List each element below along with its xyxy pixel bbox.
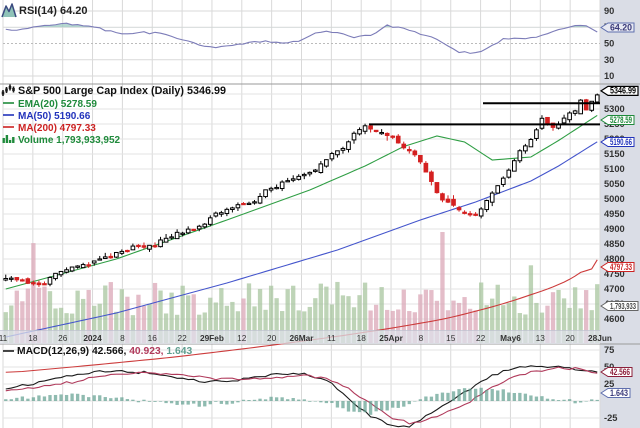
svg-text:11: 11	[0, 333, 8, 343]
svg-text:22: 22	[177, 333, 187, 343]
svg-text:26: 26	[58, 333, 68, 343]
svg-text:20: 20	[566, 333, 576, 343]
svg-text:5050: 5050	[604, 179, 625, 189]
svg-text:18: 18	[28, 333, 38, 343]
svg-text:May6: May6	[500, 333, 521, 343]
svg-text:4850: 4850	[604, 239, 625, 249]
svg-text:5278.59: 5278.59	[610, 115, 632, 125]
svg-text:4950: 4950	[604, 209, 625, 219]
svg-text:30: 30	[604, 55, 614, 65]
svg-text:75: 75	[604, 345, 614, 355]
svg-text:5150: 5150	[604, 149, 625, 159]
svg-text:EMA(20) 5278.59: EMA(20) 5278.59	[18, 99, 97, 110]
svg-text:5346.99: 5346.99	[610, 86, 636, 96]
svg-text:4700: 4700	[604, 284, 625, 294]
svg-text:10: 10	[604, 71, 614, 81]
svg-text:29Feb: 29Feb	[200, 333, 224, 343]
svg-text:64.20: 64.20	[610, 22, 632, 32]
svg-text:8: 8	[120, 333, 125, 343]
svg-text:26Mar: 26Mar	[290, 333, 315, 343]
svg-text:28Jun: 28Jun	[588, 333, 612, 343]
svg-text:22: 22	[476, 333, 486, 343]
svg-text:MA(200) 4797.33: MA(200) 4797.33	[18, 123, 96, 134]
svg-text:18: 18	[357, 333, 367, 343]
svg-text:15: 15	[446, 333, 456, 343]
svg-text:42.566: 42.566	[610, 367, 630, 377]
svg-text:90: 90	[604, 6, 614, 16]
svg-text:25Apr: 25Apr	[379, 333, 403, 343]
svg-text:MA(50) 5190.66: MA(50) 5190.66	[18, 111, 91, 122]
svg-text:11: 11	[327, 333, 336, 343]
svg-text:16: 16	[148, 333, 158, 343]
svg-text:1.643: 1.643	[610, 388, 628, 398]
svg-text:RSI(14) 64.20: RSI(14) 64.20	[19, 5, 87, 17]
svg-text:5300: 5300	[604, 104, 625, 114]
svg-text:8: 8	[419, 333, 424, 343]
svg-text:20: 20	[267, 333, 277, 343]
svg-text:MACD(12,26,9) 42.566, 40.923,: MACD(12,26,9) 42.566, 40.923, 1.643	[17, 346, 192, 357]
svg-text:Volume 1,793,933,952: Volume 1,793,933,952	[18, 135, 121, 146]
svg-text:4600: 4600	[604, 314, 625, 324]
svg-text:5100: 5100	[604, 164, 625, 174]
svg-text:5190.66: 5190.66	[610, 137, 632, 147]
svg-text:12: 12	[237, 333, 247, 343]
svg-text:5000: 5000	[604, 194, 625, 204]
svg-text:2024: 2024	[83, 333, 102, 343]
svg-text:1,793,933: 1,793,933	[610, 302, 636, 311]
svg-text:-25: -25	[604, 413, 617, 423]
svg-text:50: 50	[604, 39, 614, 49]
svg-text:4797.33: 4797.33	[610, 262, 632, 272]
svg-text:13: 13	[536, 333, 546, 343]
svg-text:S&P 500 Large Cap Index (Daily: S&P 500 Large Cap Index (Daily) 5346.99	[18, 85, 226, 97]
svg-text:4900: 4900	[604, 224, 625, 234]
